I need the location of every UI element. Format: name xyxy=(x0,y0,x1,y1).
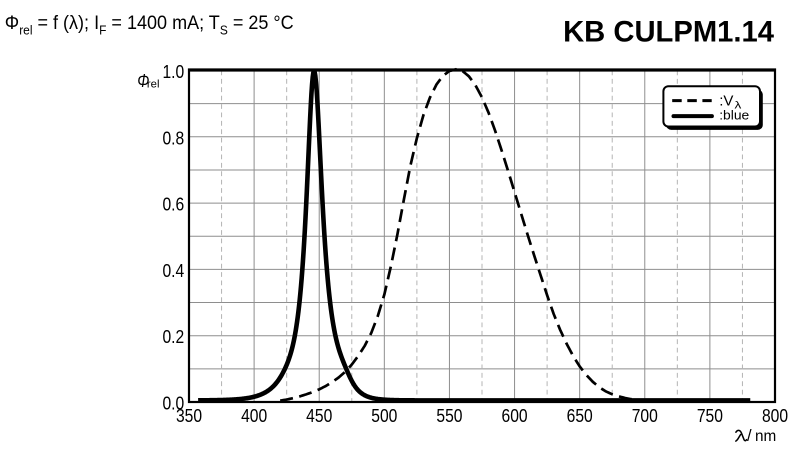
svg-text:0.2: 0.2 xyxy=(162,327,184,347)
svg-text:600: 600 xyxy=(502,406,528,426)
svg-text:/: / xyxy=(747,427,752,445)
svg-text:550: 550 xyxy=(436,406,462,426)
svg-text:1.0: 1.0 xyxy=(162,62,184,82)
svg-text:350: 350 xyxy=(176,406,202,426)
svg-text:λ: λ xyxy=(735,99,742,111)
svg-text::V: :V xyxy=(719,94,733,110)
svg-text:0.8: 0.8 xyxy=(162,128,184,148)
svg-text:nm: nm xyxy=(755,428,776,445)
svg-text:0.0: 0.0 xyxy=(162,393,184,413)
svg-text::blue: :blue xyxy=(719,108,749,123)
svg-text:500: 500 xyxy=(371,406,397,426)
svg-text:800: 800 xyxy=(762,406,788,426)
svg-text:KB CULPM1.14: KB CULPM1.14 xyxy=(563,17,775,49)
svg-text:0.6: 0.6 xyxy=(162,194,184,214)
svg-text:0.4: 0.4 xyxy=(162,261,184,281)
svg-text:750: 750 xyxy=(697,406,723,426)
svg-text:450: 450 xyxy=(306,406,332,426)
svg-text:700: 700 xyxy=(632,406,658,426)
svg-text:650: 650 xyxy=(567,406,593,426)
svg-text:400: 400 xyxy=(241,406,267,426)
svg-text:Φ: Φ xyxy=(137,70,149,91)
svg-text:rel: rel xyxy=(147,79,160,91)
